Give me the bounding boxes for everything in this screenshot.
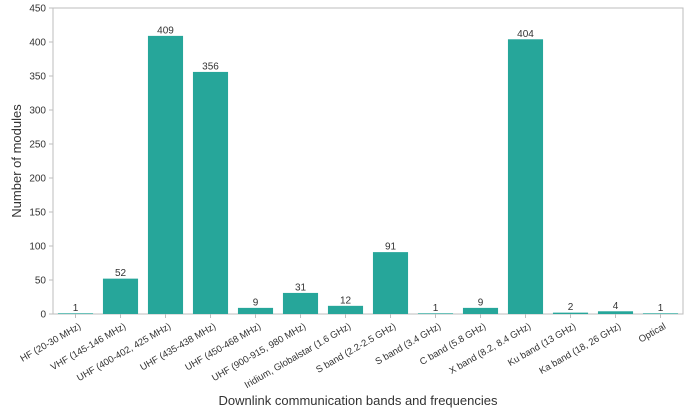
bar-value-label: 409 [157,25,174,36]
bar [192,71,229,314]
bars [57,35,679,314]
bar [147,35,184,314]
bar-value-label: 91 [385,242,397,253]
y-axis: 0 50 100 150 200 250 300 350 400 450 [29,4,53,321]
y-tick-label: 50 [35,276,47,287]
bar [552,312,589,314]
bar-value-label: 2 [568,302,574,313]
bar-value-label: 9 [478,297,484,308]
y-tick-label: 450 [29,4,46,15]
y-tick-label: 400 [29,38,46,49]
bar-value-label: 356 [202,61,219,72]
bar-value-labels: 1 52 409 356 9 31 12 91 1 9 404 2 4 1 [73,25,664,313]
bar-value-label: 1 [73,303,79,314]
y-tick-label: 100 [29,242,46,253]
bar [507,39,544,314]
y-tick-label: 350 [29,72,46,83]
bar [327,305,364,314]
bar-value-label: 1 [433,303,439,314]
x-axis: HF (20-30 MHz)VHF (145-146 MHz)UHF (400-… [19,314,668,391]
y-tick-label: 300 [29,106,46,117]
y-tick-label: 0 [40,310,46,321]
bar [282,292,319,314]
x-tick-label: UHF (435-438 MHz) [138,321,218,373]
x-tick-label: X band (8.2, 8.4 GHz) [447,321,533,377]
x-tick-label: Optical [637,321,668,345]
bar-value-label: 4 [613,301,619,312]
bar-value-label: 52 [115,268,127,279]
x-tick-label: S band (2.2-2.5 GHz) [314,321,398,376]
bar [372,252,409,314]
bar [642,313,679,314]
bar [417,313,454,314]
bar [102,278,139,314]
y-tick-label: 250 [29,140,46,151]
bar-value-label: 31 [295,282,307,293]
bar [462,307,499,314]
bar-value-label: 404 [517,29,534,40]
x-tick-label: UHF (450-468 MHz) [183,321,263,373]
plot-frame [52,7,684,315]
bar [597,311,634,314]
y-tick-label: 200 [29,174,46,185]
x-axis-title: Downlink communication bands and frequen… [219,393,498,408]
bar [237,307,274,314]
y-axis-title: Number of modules [9,104,24,218]
y-tick-label: 150 [29,208,46,219]
x-tick-label: VHF (145-146 MHz) [49,321,128,373]
bar-value-label: 1 [658,303,664,314]
bar-value-label: 12 [340,295,352,306]
bar [57,313,94,314]
x-tick-label: Ka band (18, 26 GHz) [537,321,623,377]
bar-value-label: 9 [253,297,259,308]
